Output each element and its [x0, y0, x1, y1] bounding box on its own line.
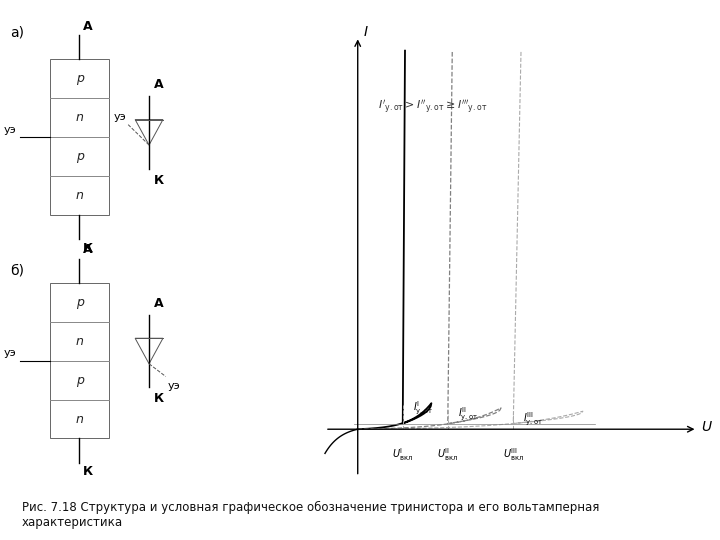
Text: $I_{\rm у.от}^{\rm I}$: $I_{\rm у.от}^{\rm I}$	[413, 400, 433, 417]
Text: уэ: уэ	[4, 125, 17, 134]
Text: p: p	[76, 150, 84, 163]
Text: А: А	[83, 19, 92, 32]
Text: К: К	[154, 392, 164, 406]
Text: U: U	[701, 420, 711, 434]
Bar	[50, 283, 109, 438]
Text: К: К	[83, 241, 93, 255]
Text: Рис. 7.18 Структура и условная графическое обозначение тринистора и его вольтамп: Рис. 7.18 Структура и условная графическ…	[22, 501, 599, 529]
Text: уэ: уэ	[114, 112, 127, 122]
Text: К: К	[154, 173, 164, 187]
Text: n: n	[76, 413, 84, 426]
Text: А: А	[154, 296, 163, 309]
Text: $I_{\rm у.от}^{\rm II}$: $I_{\rm у.от}^{\rm II}$	[458, 406, 478, 423]
Text: К: К	[83, 465, 93, 478]
Polygon shape	[135, 119, 163, 145]
Text: I: I	[364, 25, 368, 39]
Text: $U_{\rm вкл}^{\rm I}$: $U_{\rm вкл}^{\rm I}$	[392, 446, 413, 463]
Bar	[50, 59, 109, 215]
Text: А: А	[154, 78, 163, 91]
Polygon shape	[135, 338, 163, 364]
Text: p: p	[76, 296, 84, 309]
Text: p: p	[76, 374, 84, 387]
Text: б): б)	[10, 264, 24, 278]
Text: А: А	[83, 243, 92, 256]
Text: $U_{\rm вкл}^{\rm III}$: $U_{\rm вкл}^{\rm III}$	[503, 446, 523, 463]
Text: уэ: уэ	[4, 348, 17, 359]
Text: уэ: уэ	[167, 381, 180, 391]
Text: а): а)	[10, 25, 24, 39]
Text: $I'_{\rm у.от} > I''_{\rm у.от} \geq I'''_{\rm у.от}$: $I'_{\rm у.от} > I''_{\rm у.от} \geq I''…	[378, 99, 487, 116]
Text: $U_{\rm вкл}^{\rm II}$: $U_{\rm вкл}^{\rm II}$	[437, 446, 459, 463]
Text: p: p	[76, 72, 84, 85]
Text: n: n	[76, 335, 84, 348]
Text: n: n	[76, 111, 84, 124]
Text: $I_{\rm у.от}^{\rm III}$: $I_{\rm у.от}^{\rm III}$	[523, 410, 544, 428]
Text: n: n	[76, 189, 84, 202]
